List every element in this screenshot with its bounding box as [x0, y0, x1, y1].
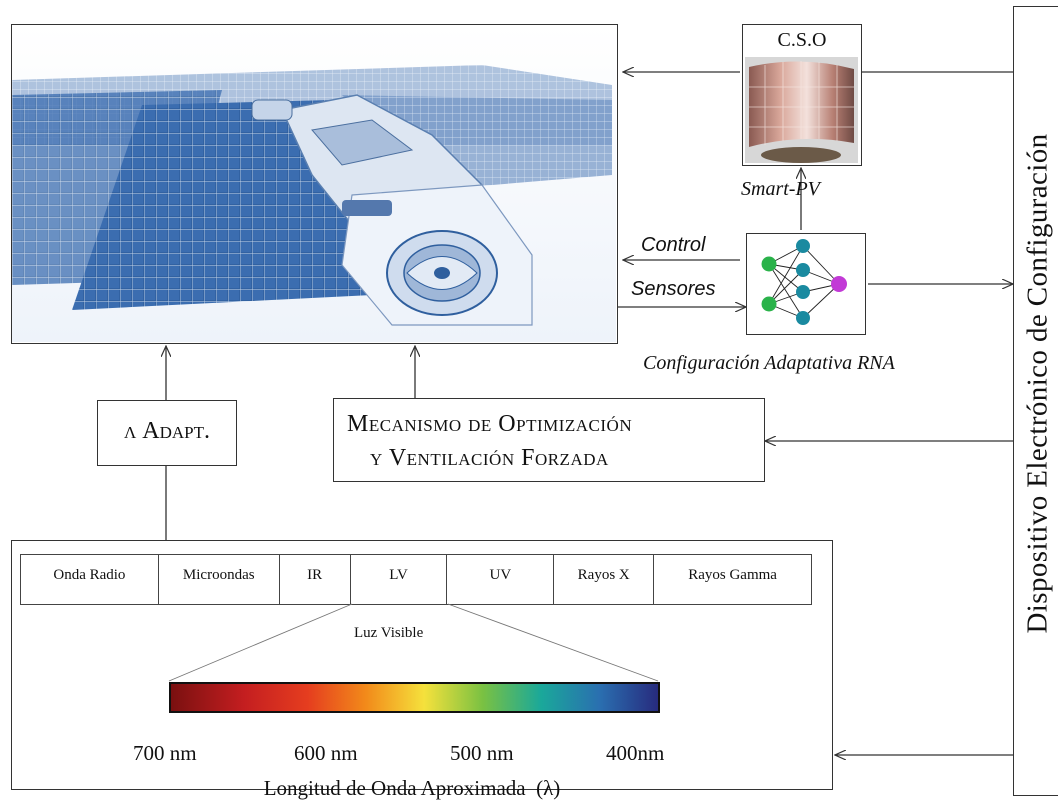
- visible-light-label: Luz Visible: [354, 625, 424, 641]
- rna-caption: Configuración Adaptativa RNA: [643, 352, 895, 374]
- visible-spectrum-bar: [169, 682, 660, 713]
- neural-network-box: [746, 233, 866, 335]
- band-uv: UV: [446, 554, 555, 605]
- spectrum-band-table: Onda Radio Microondas IR LV UV Rayos X R…: [20, 554, 812, 605]
- band-xray: Rayos X: [553, 554, 655, 605]
- flexible-solar-film-image: [745, 57, 858, 163]
- lambda-adapt-label: λ Adapt.: [123, 418, 211, 444]
- tick-600: 600 nm: [294, 741, 358, 765]
- mechanism-line-1: Mecanismo de Optimización: [347, 411, 633, 437]
- cso-box: C.S.O: [742, 24, 862, 166]
- connector-lines: [0, 0, 1058, 775]
- visible-light-zoom-lines: [168, 603, 659, 682]
- sensors-label: Sensores: [631, 278, 716, 300]
- band-ir: IR: [278, 554, 351, 605]
- configuration-device-label: Dispositivo Electrónico de Configuración: [1021, 133, 1054, 634]
- tick-400: 400nm: [606, 741, 665, 765]
- wavelength-axis-label: Longitud de Onda Aproximada (λ): [263, 776, 561, 800]
- solar-panel-image-box: [11, 24, 618, 344]
- tick-700: 700 nm: [133, 741, 197, 765]
- spectrum-box: Onda Radio Microondas IR LV UV Rayos X R…: [11, 540, 833, 800]
- neural-network-icon: [761, 239, 847, 325]
- smart-pv-label: Smart-PV: [741, 178, 820, 200]
- band-visible: LV: [349, 554, 448, 605]
- band-microwave: Microondas: [157, 554, 280, 605]
- mechanism-line-2: y Ventilación Forzada: [370, 445, 609, 471]
- mechanism-box: Mecanismo de Optimización y Ventilación …: [333, 398, 765, 482]
- lambda-adapt-box: λ Adapt.: [97, 400, 237, 466]
- band-gamma: Rayos Gamma: [653, 554, 812, 605]
- solar-panel-illustration: [12, 25, 616, 342]
- tick-500: 500 nm: [450, 741, 514, 765]
- control-label: Control: [641, 234, 706, 256]
- configuration-device-box: Dispositivo Electrónico de Configuración: [1013, 6, 1058, 796]
- band-radio: Onda Radio: [20, 554, 159, 605]
- cso-title: C.S.O: [777, 29, 827, 51]
